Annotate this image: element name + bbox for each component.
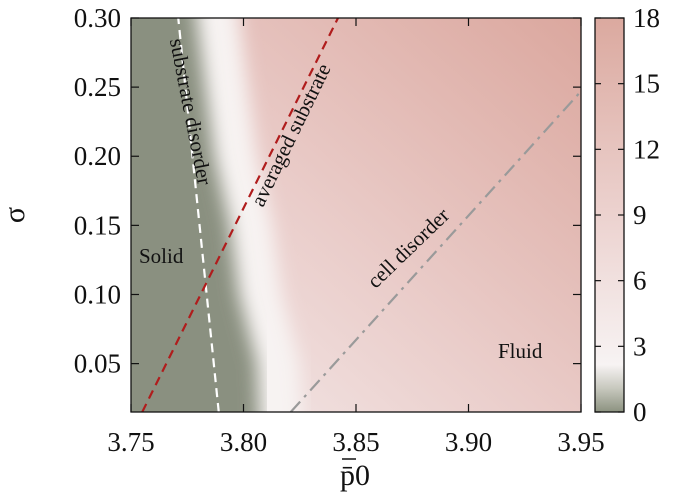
label-solid: Solid — [139, 244, 184, 268]
y-tick-label: 0.20 — [74, 141, 121, 171]
boundary-line-substrate-disorder — [177, 18, 220, 412]
colorbar-tick-label: 15 — [633, 69, 660, 99]
colorbar-ticks: 0 3 6 9 12 15 18 — [595, 3, 660, 427]
y-tick-label: 0.05 — [74, 349, 121, 379]
x-tick-label: 3.85 — [332, 427, 379, 457]
y-tick-label: 0.25 — [74, 72, 121, 102]
x-tick-label: 3.95 — [557, 427, 604, 457]
y-axis-title: σ — [0, 207, 31, 223]
colorbar-tick-label: 12 — [633, 134, 660, 164]
y-tick-label: 0.30 — [74, 3, 121, 33]
boundary-lines — [141, 18, 581, 412]
colorbar: 0 3 6 9 12 15 18 — [594, 3, 660, 427]
colorbar-tick-label: 9 — [633, 200, 647, 230]
label-fluid: Fluid — [498, 339, 543, 363]
boundary-line-cell-disorder — [289, 90, 581, 412]
x-axis: 3.75 3.80 3.85 3.90 3.95 — [107, 18, 605, 457]
y-tick-label: 0.15 — [74, 210, 121, 240]
colorbar-tick-label: 6 — [633, 266, 647, 296]
heatmap — [131, 18, 581, 412]
colorbar-tick-label: 0 — [633, 397, 647, 427]
x-tick-label: 3.90 — [445, 427, 492, 457]
y-tick-label: 0.10 — [74, 279, 121, 309]
x-axis-title-text: p̄0 — [340, 459, 370, 492]
colorbar-tick-label: 18 — [633, 3, 660, 33]
solid-region — [131, 18, 260, 412]
colorbar-tick-label: 3 — [633, 331, 647, 361]
x-tick-label: 3.80 — [220, 427, 267, 457]
y-axis: 0.05 0.10 0.15 0.20 0.25 0.30 — [74, 3, 581, 379]
boundary-line-averaged-substrate — [141, 18, 339, 412]
x-tick-label: 3.75 — [107, 427, 154, 457]
x-axis-title: p̄0 — [340, 458, 370, 492]
